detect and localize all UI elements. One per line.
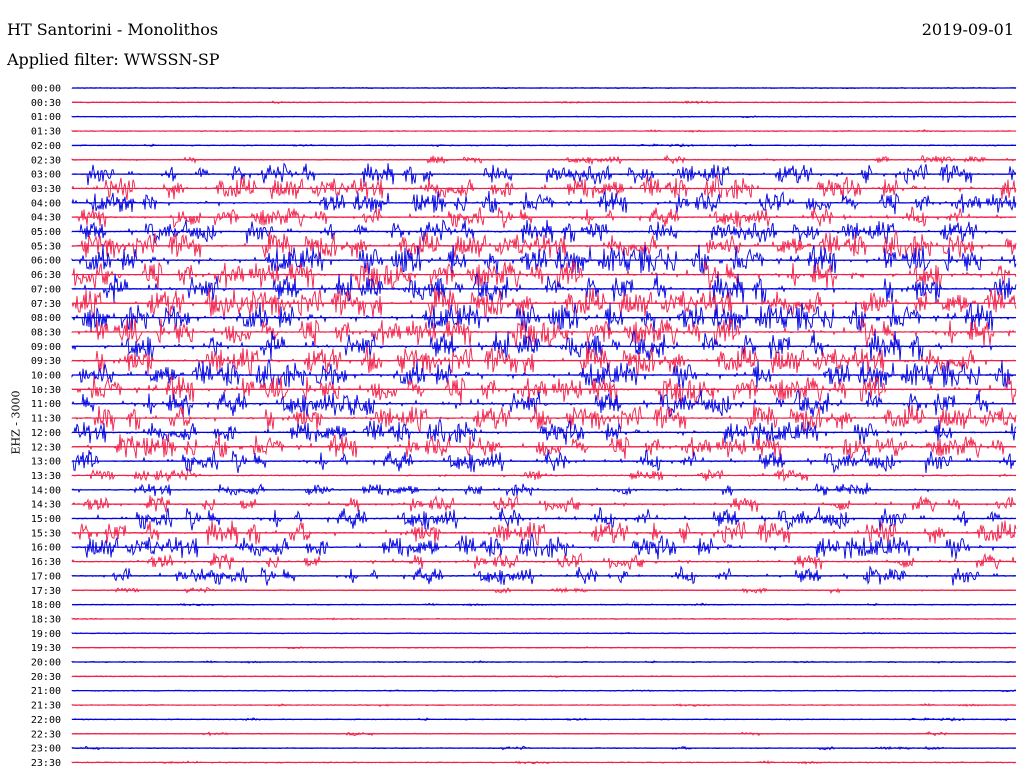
time-label: 03:30 (31, 184, 61, 195)
time-label: 02:30 (31, 155, 61, 166)
time-label: 14:30 (31, 500, 61, 511)
time-label: 09:00 (31, 342, 61, 353)
time-label: 17:30 (31, 586, 61, 597)
time-label: 05:00 (31, 227, 61, 238)
time-label: 18:00 (31, 600, 61, 611)
time-label: 00:00 (31, 84, 61, 95)
time-label: 19:00 (31, 629, 61, 640)
time-label: 08:30 (31, 327, 61, 338)
time-label: 09:30 (31, 356, 61, 367)
time-label: 16:30 (31, 557, 61, 568)
time-label: 12:30 (31, 442, 61, 453)
time-label: 21:30 (31, 701, 61, 712)
time-label: 15:30 (31, 528, 61, 539)
time-label: 05:30 (31, 241, 61, 252)
time-label: 23:00 (31, 744, 61, 755)
time-label: 17:00 (31, 571, 61, 582)
time-label: 14:00 (31, 485, 61, 496)
time-label: 01:30 (31, 127, 61, 138)
time-label: 18:30 (31, 614, 61, 625)
time-label: 00:30 (31, 98, 61, 109)
time-label: 15:00 (31, 514, 61, 525)
time-label: 20:00 (31, 658, 61, 669)
time-label: 16:00 (31, 543, 61, 554)
station-title: HT Santorini - Monolithos (7, 20, 219, 39)
time-label: 08:00 (31, 313, 61, 324)
time-label: 04:00 (31, 198, 61, 209)
time-label: 06:00 (31, 256, 61, 267)
time-label: 13:30 (31, 471, 61, 482)
time-label: 03:00 (31, 170, 61, 181)
time-label: 02:00 (31, 141, 61, 152)
time-label: 11:30 (31, 414, 61, 425)
time-label: 10:00 (31, 371, 61, 382)
trace-1200 (71, 417, 1017, 445)
time-label: 22:30 (31, 729, 61, 740)
time-label: 04:30 (31, 213, 61, 224)
time-label: 06:30 (31, 270, 61, 281)
time-label: 21:00 (31, 686, 61, 697)
time-label: 11:00 (31, 399, 61, 410)
time-label: 12:00 (31, 428, 61, 439)
time-label: 07:00 (31, 284, 61, 295)
time-label: 13:00 (31, 457, 61, 468)
trace-1530 (71, 520, 1017, 547)
time-label: 10:30 (31, 385, 61, 396)
time-label: 01:00 (31, 112, 61, 123)
time-label: 23:30 (31, 758, 61, 769)
time-label: 22:00 (31, 715, 61, 726)
time-label: 07:30 (31, 299, 61, 310)
time-label: 20:30 (31, 672, 61, 683)
date-label: 2019-09-01 (921, 20, 1014, 39)
time-label: 19:30 (31, 643, 61, 654)
filter-label: Applied filter: WWSSN-SP (7, 50, 220, 69)
